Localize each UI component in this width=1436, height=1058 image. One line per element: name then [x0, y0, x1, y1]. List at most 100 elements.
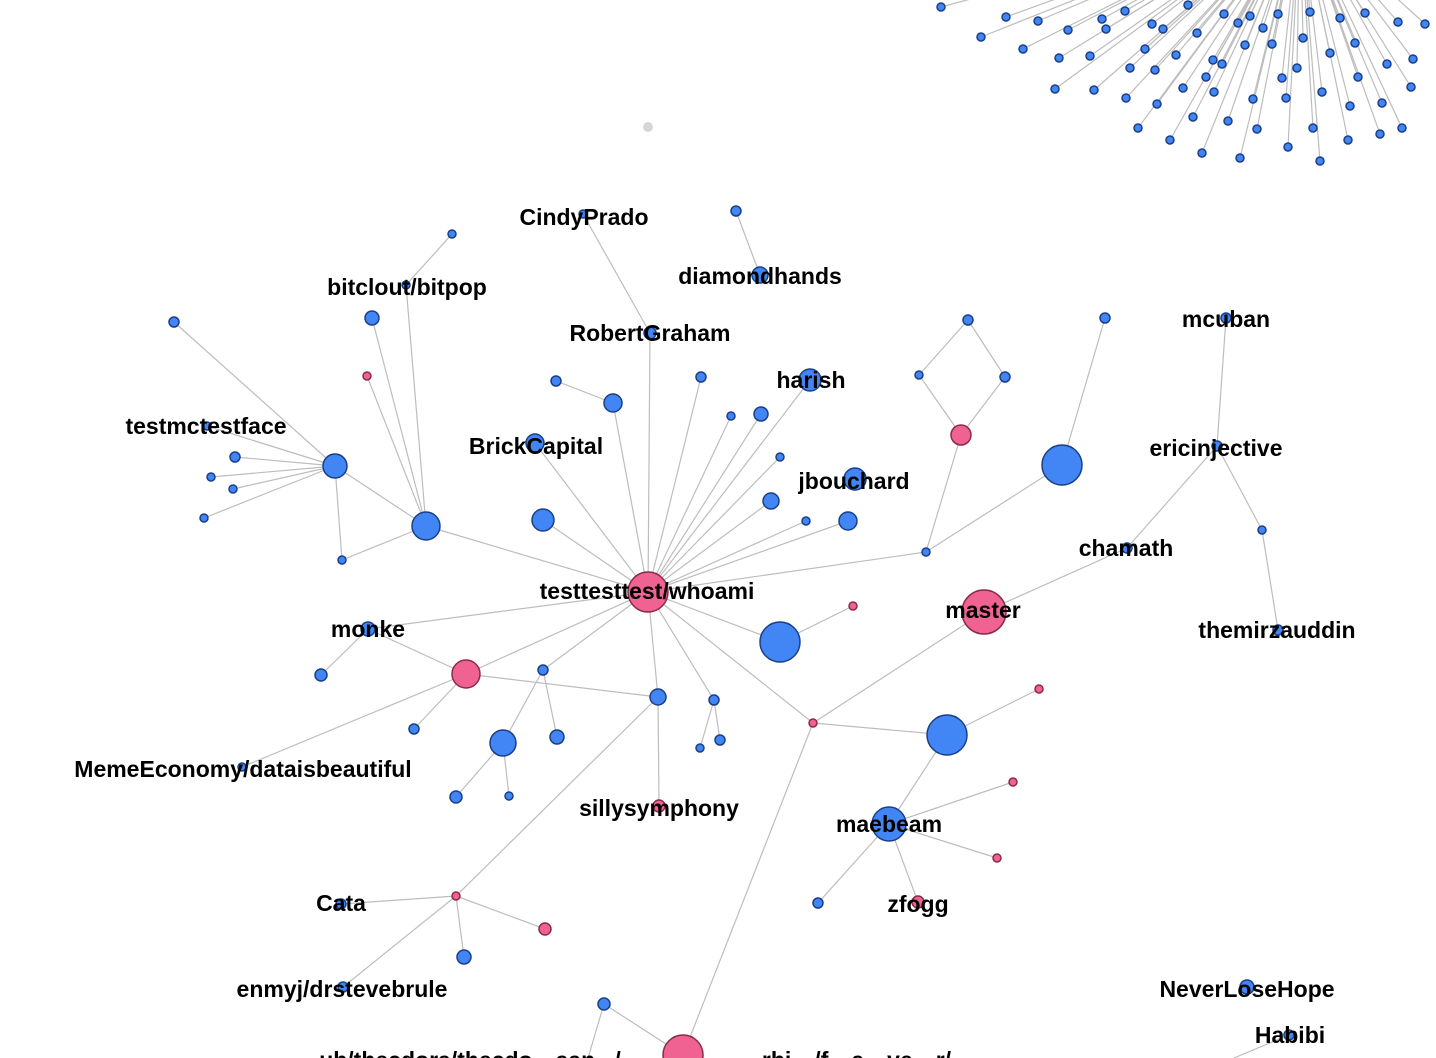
- cluster-node[interactable]: [1408, 54, 1418, 64]
- cluster-node[interactable]: [1420, 19, 1430, 29]
- graph-node-ah[interactable]: [762, 492, 780, 510]
- graph-node-a[interactable]: [322, 453, 348, 479]
- cluster-node[interactable]: [1240, 40, 1250, 50]
- cluster-node[interactable]: [1033, 16, 1043, 26]
- graph-node-ao[interactable]: [950, 424, 972, 446]
- graph-node-harish[interactable]: [798, 368, 822, 392]
- graph-node-hub[interactable]: [627, 571, 669, 613]
- graph-node-aa[interactable]: [531, 508, 555, 532]
- graph-node-cata[interactable]: [335, 898, 347, 910]
- graph-node-ax[interactable]: [808, 718, 818, 728]
- graph-node-aw[interactable]: [714, 734, 726, 746]
- cluster-node[interactable]: [1292, 63, 1302, 73]
- graph-node-am[interactable]: [1041, 444, 1083, 486]
- graph-node-ay[interactable]: [1257, 525, 1267, 535]
- cluster-node[interactable]: [1183, 0, 1193, 10]
- cluster-node[interactable]: [1245, 11, 1255, 21]
- cluster-node[interactable]: [1121, 93, 1131, 103]
- graph-node-ab[interactable]: [550, 375, 562, 387]
- graph-node-at[interactable]: [848, 601, 858, 611]
- graph-node-robert[interactable]: [643, 326, 657, 340]
- graph-node-az[interactable]: [926, 714, 968, 756]
- graph-node-aq[interactable]: [962, 314, 974, 326]
- cluster-node[interactable]: [1054, 53, 1064, 63]
- graph-node-r[interactable]: [537, 664, 549, 676]
- cluster-node[interactable]: [1233, 18, 1243, 28]
- graph-node-h[interactable]: [168, 316, 180, 328]
- cluster-node[interactable]: [1097, 14, 1107, 24]
- graph-node-j[interactable]: [229, 451, 241, 463]
- cluster-node[interactable]: [1089, 85, 1099, 95]
- cluster-node[interactable]: [1125, 63, 1135, 73]
- cluster-node[interactable]: [1178, 83, 1188, 93]
- graph-node-cindy[interactable]: [578, 209, 588, 219]
- graph-node-an[interactable]: [1099, 312, 1111, 324]
- graph-node-ac[interactable]: [603, 393, 623, 413]
- graph-node-mirza[interactable]: [1272, 624, 1284, 636]
- cluster-node[interactable]: [1350, 38, 1360, 48]
- cluster-node[interactable]: [1258, 23, 1268, 33]
- graph-node-ai[interactable]: [801, 516, 811, 526]
- cluster-node[interactable]: [1001, 12, 1011, 22]
- cluster-node[interactable]: [1197, 148, 1207, 158]
- cluster-node[interactable]: [1209, 87, 1219, 97]
- cluster-node[interactable]: [1375, 129, 1385, 139]
- cluster-node[interactable]: [1283, 142, 1293, 152]
- graph-node-af[interactable]: [753, 406, 769, 422]
- graph-node-nlh[interactable]: [1239, 979, 1255, 995]
- cluster-node[interactable]: [1267, 39, 1277, 49]
- cluster-node[interactable]: [1120, 6, 1130, 16]
- graph-node-silly[interactable]: [652, 799, 666, 813]
- cluster-node[interactable]: [1235, 153, 1245, 163]
- graph-node-f[interactable]: [364, 310, 380, 326]
- graph-node-monke[interactable]: [360, 621, 376, 637]
- cluster-node[interactable]: [1308, 123, 1318, 133]
- cluster-node[interactable]: [1192, 28, 1202, 38]
- cluster-node[interactable]: [1201, 72, 1211, 82]
- cluster-node[interactable]: [1377, 98, 1387, 108]
- cluster-node[interactable]: [1406, 82, 1416, 92]
- cluster-node[interactable]: [1397, 123, 1407, 133]
- graph-node-be[interactable]: [662, 1034, 704, 1058]
- graph-node-ba[interactable]: [1034, 684, 1044, 694]
- cluster-node[interactable]: [1101, 24, 1111, 34]
- graph-node-enmyj[interactable]: [337, 981, 349, 993]
- cluster-node[interactable]: [1277, 73, 1287, 83]
- cluster-node[interactable]: [1298, 33, 1308, 43]
- cluster-node[interactable]: [1140, 44, 1150, 54]
- graph-node-bc[interactable]: [992, 853, 1002, 863]
- cluster-node[interactable]: [1147, 19, 1157, 29]
- graph-node-v[interactable]: [504, 791, 514, 801]
- graph-node-habibi[interactable]: [1283, 1029, 1295, 1041]
- cluster-node[interactable]: [1345, 101, 1355, 111]
- cluster-node[interactable]: [1343, 135, 1353, 145]
- graph-node-jb[interactable]: [843, 467, 867, 491]
- graph-node-ae[interactable]: [726, 411, 736, 421]
- graph-node-master[interactable]: [961, 589, 1007, 635]
- graph-node-e[interactable]: [447, 229, 457, 239]
- cluster-node[interactable]: [1217, 59, 1227, 69]
- graph-node-chamath[interactable]: [1121, 542, 1133, 554]
- graph-node-p[interactable]: [237, 762, 247, 772]
- graph-node-aj[interactable]: [838, 511, 858, 531]
- graph-node-av[interactable]: [695, 743, 705, 753]
- cluster-node[interactable]: [1152, 99, 1162, 109]
- cluster-node[interactable]: [1252, 124, 1262, 134]
- graph-node-i[interactable]: [202, 421, 212, 431]
- cluster-node[interactable]: [1219, 9, 1229, 19]
- cluster-node[interactable]: [1317, 87, 1327, 97]
- cluster-node[interactable]: [976, 32, 986, 42]
- graph-node-bb[interactable]: [1008, 777, 1018, 787]
- graph-node-ap[interactable]: [914, 370, 924, 380]
- graph-node-s[interactable]: [489, 729, 517, 757]
- cluster-node[interactable]: [1171, 50, 1181, 60]
- cluster-node[interactable]: [1335, 13, 1345, 23]
- graph-node-eric[interactable]: [1211, 440, 1223, 452]
- cluster-node[interactable]: [1315, 156, 1325, 166]
- graph-node-z[interactable]: [456, 949, 472, 965]
- graph-node-grey[interactable]: [643, 122, 653, 132]
- cluster-node[interactable]: [1273, 9, 1283, 19]
- cluster-node[interactable]: [1085, 51, 1095, 61]
- cluster-node[interactable]: [1158, 24, 1168, 34]
- cluster-node[interactable]: [1360, 8, 1370, 18]
